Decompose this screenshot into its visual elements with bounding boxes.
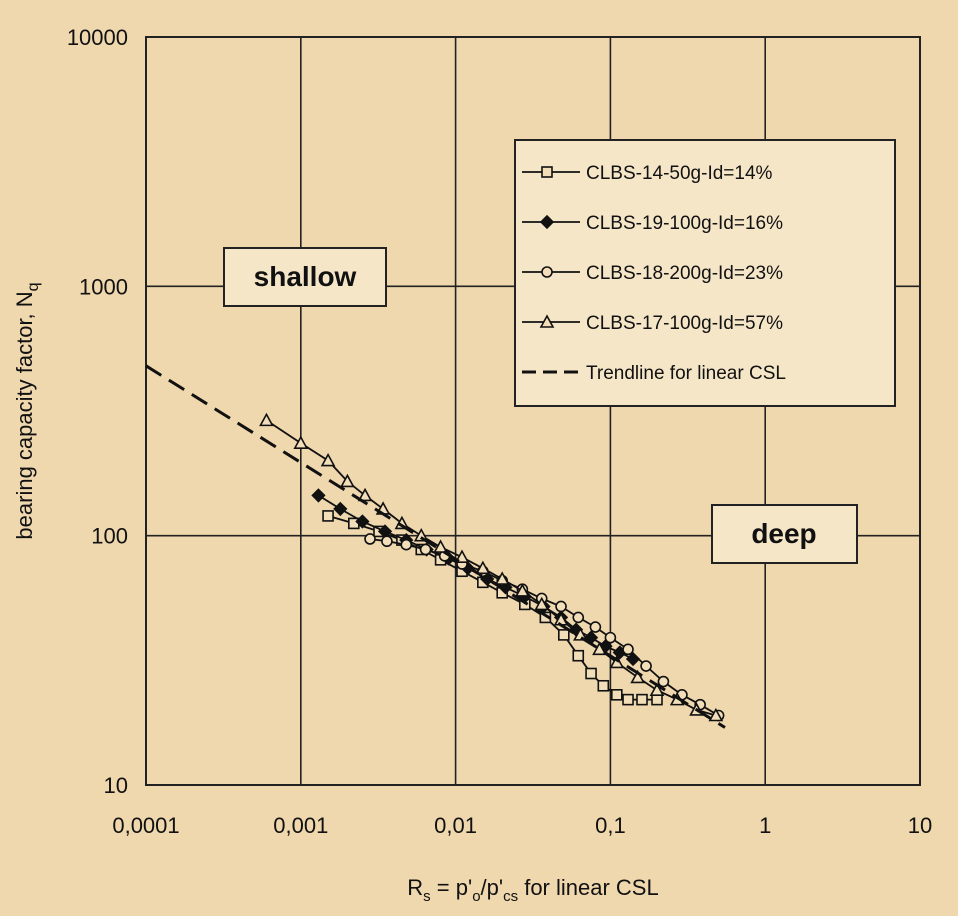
legend-item: CLBS-14-50g-Id=14% xyxy=(522,163,773,184)
data-point xyxy=(259,412,274,427)
x-axis-title: Rs = p'o/p'cs for linear CSL xyxy=(407,875,658,905)
trendline xyxy=(145,364,726,729)
data-point xyxy=(419,543,432,556)
data-point xyxy=(534,596,550,611)
data-point xyxy=(657,675,670,688)
legend-item: Trendline for linear CSL xyxy=(522,363,786,384)
series-2 xyxy=(311,488,641,667)
shallow-label: shallow xyxy=(254,261,357,292)
data-point xyxy=(454,549,470,563)
data-point xyxy=(333,501,348,517)
data-point xyxy=(340,473,355,488)
legend-item: CLBS-17-100g-Id=57% xyxy=(522,313,783,334)
data-point xyxy=(609,654,625,669)
data-point xyxy=(572,649,585,662)
deep-annotation: deep xyxy=(711,504,858,564)
legend: CLBS-14-50g-Id=14% CLBS-19-100g-Id=16% CLB… xyxy=(514,139,896,407)
data-point xyxy=(649,682,665,697)
data-point xyxy=(539,214,555,230)
data-point xyxy=(611,689,623,701)
y-tick-label: 100 xyxy=(91,524,128,549)
deep-label: deep xyxy=(751,518,816,549)
series-3 xyxy=(364,533,725,722)
legend-label: CLBS-19-100g-Id=16% xyxy=(586,213,783,234)
legend-box xyxy=(514,139,896,407)
x-tick-label: 0,001 xyxy=(273,813,328,838)
data-point xyxy=(585,667,597,680)
y-tick-label: 10000 xyxy=(67,25,128,50)
data-point xyxy=(708,707,724,722)
x-tick-label: 10 xyxy=(908,813,932,838)
data-point xyxy=(355,514,370,529)
data-point xyxy=(381,535,393,548)
data-point xyxy=(622,693,634,706)
legend-label: CLBS-18-200g-Id=23% xyxy=(586,263,783,284)
legend-items: CLBS-14-50g-Id=14% CLBS-19-100g-Id=16% CLB… xyxy=(522,163,786,384)
data-point xyxy=(400,538,413,551)
series-5 xyxy=(145,364,726,729)
y-tick-label: 10 xyxy=(104,773,128,798)
data-point xyxy=(651,693,663,706)
data-point xyxy=(640,660,652,672)
x-tick-label: 0,0001 xyxy=(112,813,179,838)
data-point xyxy=(636,693,648,706)
y-tick-label: 1000 xyxy=(79,274,128,299)
data-point xyxy=(597,679,610,692)
x-tick-label: 0,1 xyxy=(595,813,626,838)
data-point xyxy=(558,629,570,641)
data-point xyxy=(433,539,448,553)
x-tick-label: 1 xyxy=(759,813,771,838)
data-point xyxy=(364,533,376,545)
data-point xyxy=(539,314,555,328)
legend-label: CLBS-17-100g-Id=57% xyxy=(586,313,783,334)
legend-label: CLBS-14-50g-Id=14% xyxy=(586,163,773,184)
tick-labels: 0,0001 0,001 0,01 0,1 1 10 10 100 1000 10000 xyxy=(67,25,932,838)
data-point xyxy=(572,611,585,624)
data-point xyxy=(320,452,336,467)
y-axis-title: bearing capacity factor, Nq xyxy=(12,282,42,539)
data-point xyxy=(541,166,553,178)
data-point xyxy=(357,487,373,502)
series-4 xyxy=(259,412,724,722)
data-point xyxy=(573,627,588,641)
data-point xyxy=(322,510,334,522)
x-tick-label: 0,01 xyxy=(434,813,477,838)
legend-item: CLBS-18-200g-Id=23% xyxy=(522,263,783,284)
shallow-annotation: shallow xyxy=(223,247,387,307)
data-point xyxy=(555,600,567,613)
data-point xyxy=(622,643,634,656)
data-series xyxy=(145,364,726,729)
legend-item: CLBS-19-100g-Id=16% xyxy=(522,213,783,234)
series-line xyxy=(369,538,720,717)
data-point xyxy=(604,631,617,644)
data-point xyxy=(589,621,602,633)
data-point xyxy=(630,669,646,684)
legend-label: Trendline for linear CSL xyxy=(586,363,786,384)
data-point xyxy=(311,488,326,503)
data-point xyxy=(494,571,510,585)
series-line xyxy=(327,515,657,701)
data-point xyxy=(293,435,309,449)
data-point xyxy=(515,583,530,597)
data-point xyxy=(475,560,491,575)
data-point xyxy=(541,266,553,278)
data-point xyxy=(592,641,607,656)
